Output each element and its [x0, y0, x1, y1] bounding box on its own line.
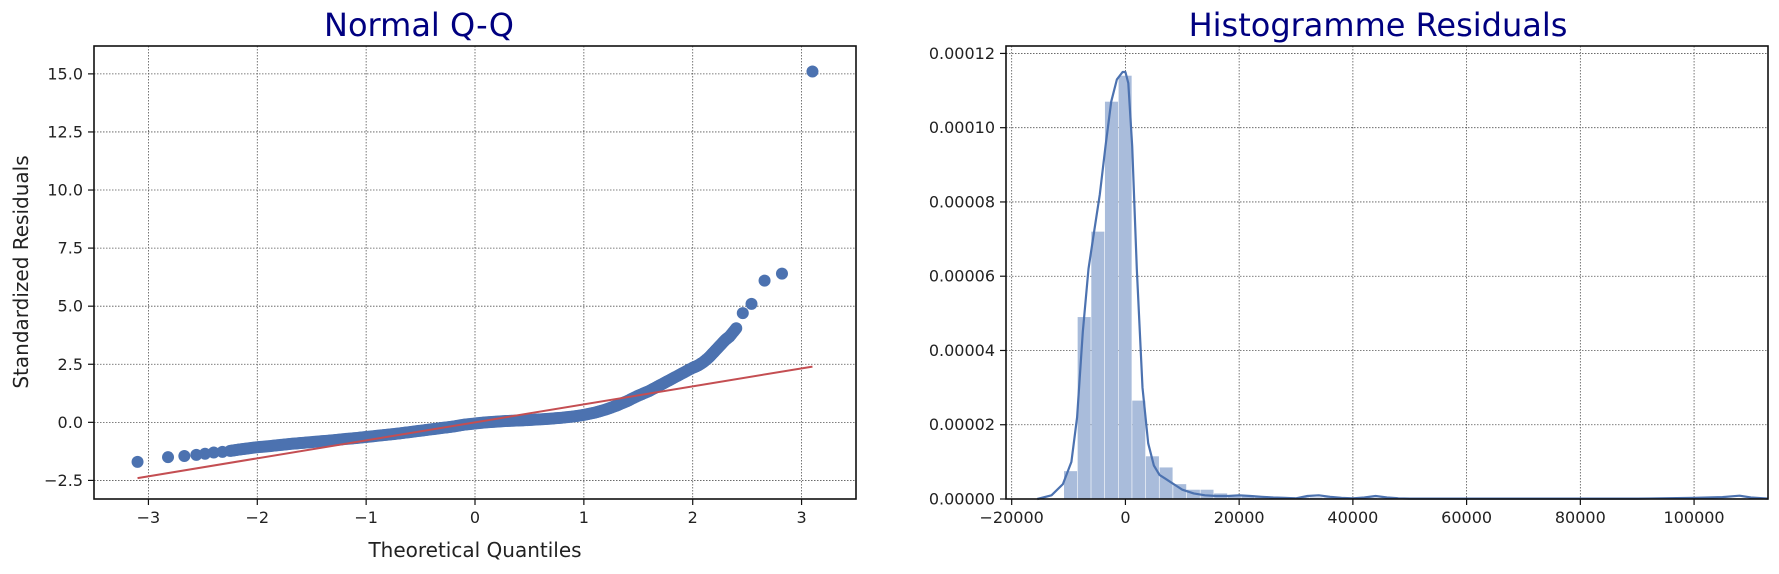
y-tick-label: 0.00012	[929, 44, 995, 63]
y-tick-label: 7.5	[58, 239, 83, 258]
hist-bar	[1241, 495, 1255, 499]
y-tick-label: 10.0	[47, 181, 83, 200]
y-tick-label: 5.0	[58, 297, 83, 316]
hist-ticks: −20000 0 20000 40000 60000 80000 100000 0.00000…	[929, 44, 1725, 527]
hist-bar	[1132, 400, 1146, 499]
qq-point	[745, 297, 758, 310]
hist-bar	[1227, 495, 1241, 499]
qq-point	[806, 65, 819, 78]
y-tick-label: 0.00006	[929, 267, 995, 286]
hist-axes-frame	[1005, 45, 1769, 500]
y-tick-label: 12.5	[47, 122, 83, 141]
y-tick-label: 0.00000	[929, 490, 995, 509]
hist-bar	[1159, 467, 1173, 499]
qq-plot: Normal Q-Q −3 −2 −1 0 1 2 3 −2.5 0.0 2.5 5.0 7.5 10.…	[9, 6, 857, 562]
qq-point	[207, 446, 220, 459]
qq-point	[736, 307, 749, 320]
qq-marks	[131, 65, 819, 480]
x-tick-label: 20000	[1214, 508, 1265, 527]
y-tick-label: 0.00002	[929, 415, 995, 434]
y-tick-label: 0.00008	[929, 192, 995, 211]
qq-point	[730, 322, 743, 335]
qq-grid	[94, 46, 856, 499]
x-tick-label: −20000	[980, 508, 1044, 527]
hist-bar	[1173, 484, 1187, 499]
x-tick-label: 0	[470, 508, 480, 527]
qq-point	[775, 267, 788, 280]
x-tick-label: 1	[579, 508, 589, 527]
x-tick-label: 2	[688, 508, 698, 527]
qq-reference-line	[137, 365, 813, 480]
x-tick-label: −1	[354, 508, 378, 527]
hist-bar	[1064, 471, 1078, 499]
hist-title: Histogramme Residuals	[1189, 6, 1568, 44]
qq-x-axis-label: Theoretical Quantiles	[367, 538, 581, 562]
y-tick-label: 0.00010	[929, 118, 995, 137]
hist-bar	[1118, 75, 1132, 499]
hist-bar	[1077, 317, 1091, 499]
hist-marks	[1037, 70, 1769, 501]
x-tick-label: 3	[796, 508, 806, 527]
x-tick-label: −2	[245, 508, 269, 527]
histogram-plot: Histogramme Residuals −20000 0 20000 40000 6…	[929, 6, 1769, 527]
x-tick-label: 40000	[1327, 508, 1378, 527]
x-tick-label: 0	[1120, 508, 1130, 527]
qq-point	[162, 451, 175, 464]
x-tick-label: 80000	[1555, 508, 1606, 527]
qq-point	[758, 274, 771, 287]
y-tick-label: 0.0	[58, 413, 83, 432]
kde-curve	[1037, 70, 1769, 501]
x-tick-label: −3	[137, 508, 161, 527]
x-tick-label: 100000	[1664, 508, 1725, 527]
y-tick-label: 15.0	[47, 64, 83, 83]
x-tick-label: 60000	[1441, 508, 1492, 527]
hist-bar	[1091, 231, 1105, 499]
qq-ticks: −3 −2 −1 0 1 2 3 −2.5 0.0 2.5 5.0 7.5 10.0 12.5 15.0	[44, 64, 807, 527]
qq-point	[131, 455, 144, 468]
y-tick-label: 0.00004	[929, 341, 995, 360]
hist-bar	[1104, 101, 1118, 500]
qq-point	[178, 450, 191, 463]
y-tick-label: −2.5	[44, 471, 83, 490]
qq-y-axis-label: Standardized Residuals	[9, 155, 33, 388]
qq-title: Normal Q-Q	[324, 6, 514, 44]
y-tick-label: 2.5	[58, 355, 83, 374]
